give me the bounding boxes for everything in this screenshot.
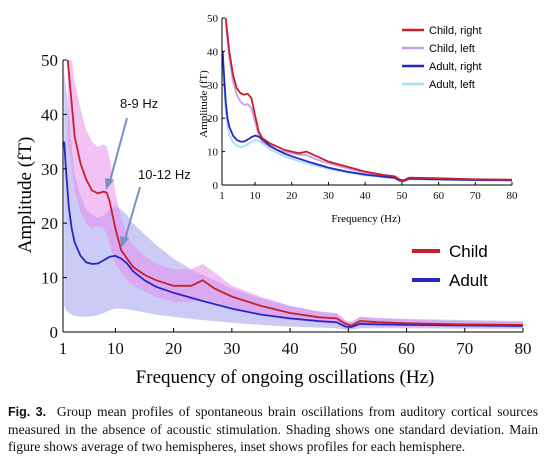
inset-legend-label: Adult, right [429,61,482,73]
arrow-8-9hz [109,117,128,182]
main-y-axis-label: Amplitude (fT) [15,137,36,254]
main-x-tick-label: 1 [59,339,68,358]
caption-label: Fig. 3. [8,405,47,419]
main-x-tick-label: 70 [456,339,473,358]
main-x-tick-label: 30 [223,339,240,358]
inset-x-tick-label: 50 [396,190,408,202]
annotation-10-12hz: 10-12 Hz [138,167,191,182]
main-x-tick-label: 20 [165,339,182,358]
main-x-tick-label: 60 [398,339,415,358]
inset-y-tick-label: 40 [207,46,219,58]
main-x-tick-label: 40 [282,339,299,358]
main-y-tick-label: 20 [41,214,58,233]
inset-y-axis-label: Amplitude (fT) [198,70,210,138]
inset-legend-label: Adult, left [429,79,475,91]
inset-lines [221,17,513,183]
inset-y-tick-label: 50 [207,13,219,25]
legend-label-child: Child [449,242,488,261]
inset-x-tick-label: 70 [470,190,482,202]
inset-x-tick-label: 1 [219,190,225,202]
line-adult [63,141,524,329]
inset-legend-label: Child, right [429,25,482,37]
annotation-8-9hz: 8-9 Hz [120,96,158,111]
inset-y-tick-label: 30 [207,80,219,92]
inset-x-tick-label: 10 [250,190,262,202]
inset-line-adult-right [221,51,513,182]
inset-legend-label: Child, left [429,43,475,55]
caption-text: Group mean profiles of spontaneous brain… [8,404,539,454]
inset-background [196,8,526,228]
legend-label-adult: Adult [449,271,488,290]
main-y-tick-label: 40 [41,105,58,124]
inset-x-tick-label: 30 [323,190,335,202]
main-x-axis-label: Frequency of ongoing oscillations (Hz) [136,367,435,388]
main-y-tick-label: 10 [41,269,58,288]
inset-chart: 1 10 20 30 40 50 60 70 80 0 10 20 30 40 50 Frequency (… [196,8,526,228]
arrowhead-10-12hz [120,236,129,248]
main-x-tick-label: 50 [340,339,357,358]
inset-x-tick-label: 60 [433,190,445,202]
main-shaded-bands [64,60,523,330]
arrow-10-12hz [124,186,141,240]
inset-x-tick-label: 80 [507,190,519,202]
line-child [66,59,524,327]
inset-y-tick-label: 20 [207,113,219,125]
main-lines [63,59,524,329]
inset-line-child-right [224,17,513,182]
main-x-tick-label: 10 [107,339,124,358]
inset-x-tick-label: 40 [360,190,372,202]
inset-tick-labels: 1 10 20 30 40 50 60 70 80 0 10 20 30 40 50 [207,13,518,202]
main-y-tick-label: 30 [41,160,58,179]
inset-y-tick-label: 10 [207,147,219,159]
main-x-tick-label: 80 [515,339,532,358]
inset-x-tick-label: 20 [286,190,298,202]
main-axes [62,59,524,333]
arrowhead-8-9hz [105,178,114,190]
figure-caption: Fig. 3. Group mean profiles of spontaneo… [8,403,538,455]
band-adult [64,70,523,330]
annotation-arrows [105,117,141,248]
inset-axes [221,17,513,186]
inset-y-tick-label: 0 [213,180,219,192]
main-y-tick-label: 50 [41,51,58,70]
main-y-tick-label: 0 [50,323,59,342]
main-legend: Child Adult [412,242,488,290]
inset-x-axis-label: Frequency (Hz) [331,213,401,225]
inset-legend: Child, right Child, left Adult, right Adult… [402,25,482,91]
